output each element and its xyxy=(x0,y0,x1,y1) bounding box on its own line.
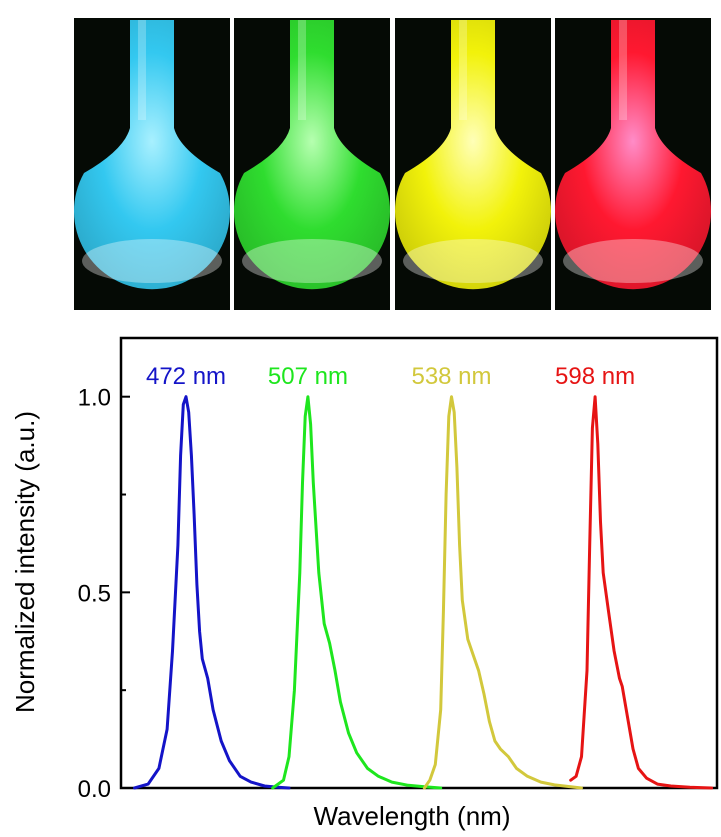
blue-flask-photo xyxy=(73,18,231,310)
flask-bottom-highlight xyxy=(242,239,382,283)
yellow-flask-photo xyxy=(394,18,551,310)
series-line-2 xyxy=(271,395,443,790)
flask-bottom-highlight xyxy=(82,239,222,283)
flask-bottom-highlight xyxy=(403,239,543,283)
green-flask-photo xyxy=(234,18,390,310)
y-tick-label: 1.0 xyxy=(78,385,111,412)
series-line-4 xyxy=(569,395,714,790)
flask-shape xyxy=(73,20,231,290)
plot-frame xyxy=(119,336,719,790)
flask-shape xyxy=(394,20,551,290)
series-line-1 xyxy=(133,395,291,790)
y-axis-label: Normalized intensity (a.u.) xyxy=(10,411,40,713)
series-line-3 xyxy=(422,395,583,790)
flask-shape xyxy=(234,20,390,290)
peak-label-2: 507 nm xyxy=(268,363,348,390)
y-tick-label: 0.5 xyxy=(78,580,111,607)
peak-label-1: 472 nm xyxy=(146,363,226,390)
y-tick-label: 0.0 xyxy=(78,776,111,803)
flask-bottom-highlight xyxy=(563,239,703,283)
flask-photo-strip xyxy=(73,18,711,310)
x-axis-label: Wavelength (nm) xyxy=(314,801,511,831)
peak-label-4: 598 nm xyxy=(555,363,635,390)
red-flask-photo xyxy=(555,18,711,310)
flask-shape xyxy=(555,20,711,290)
peak-label-3: 538 nm xyxy=(411,363,491,390)
emission-spectra-chart: 0.0 0.5 1.0 472 nm 507 nm 538 nm 598 nm Wavel… xyxy=(10,336,719,831)
